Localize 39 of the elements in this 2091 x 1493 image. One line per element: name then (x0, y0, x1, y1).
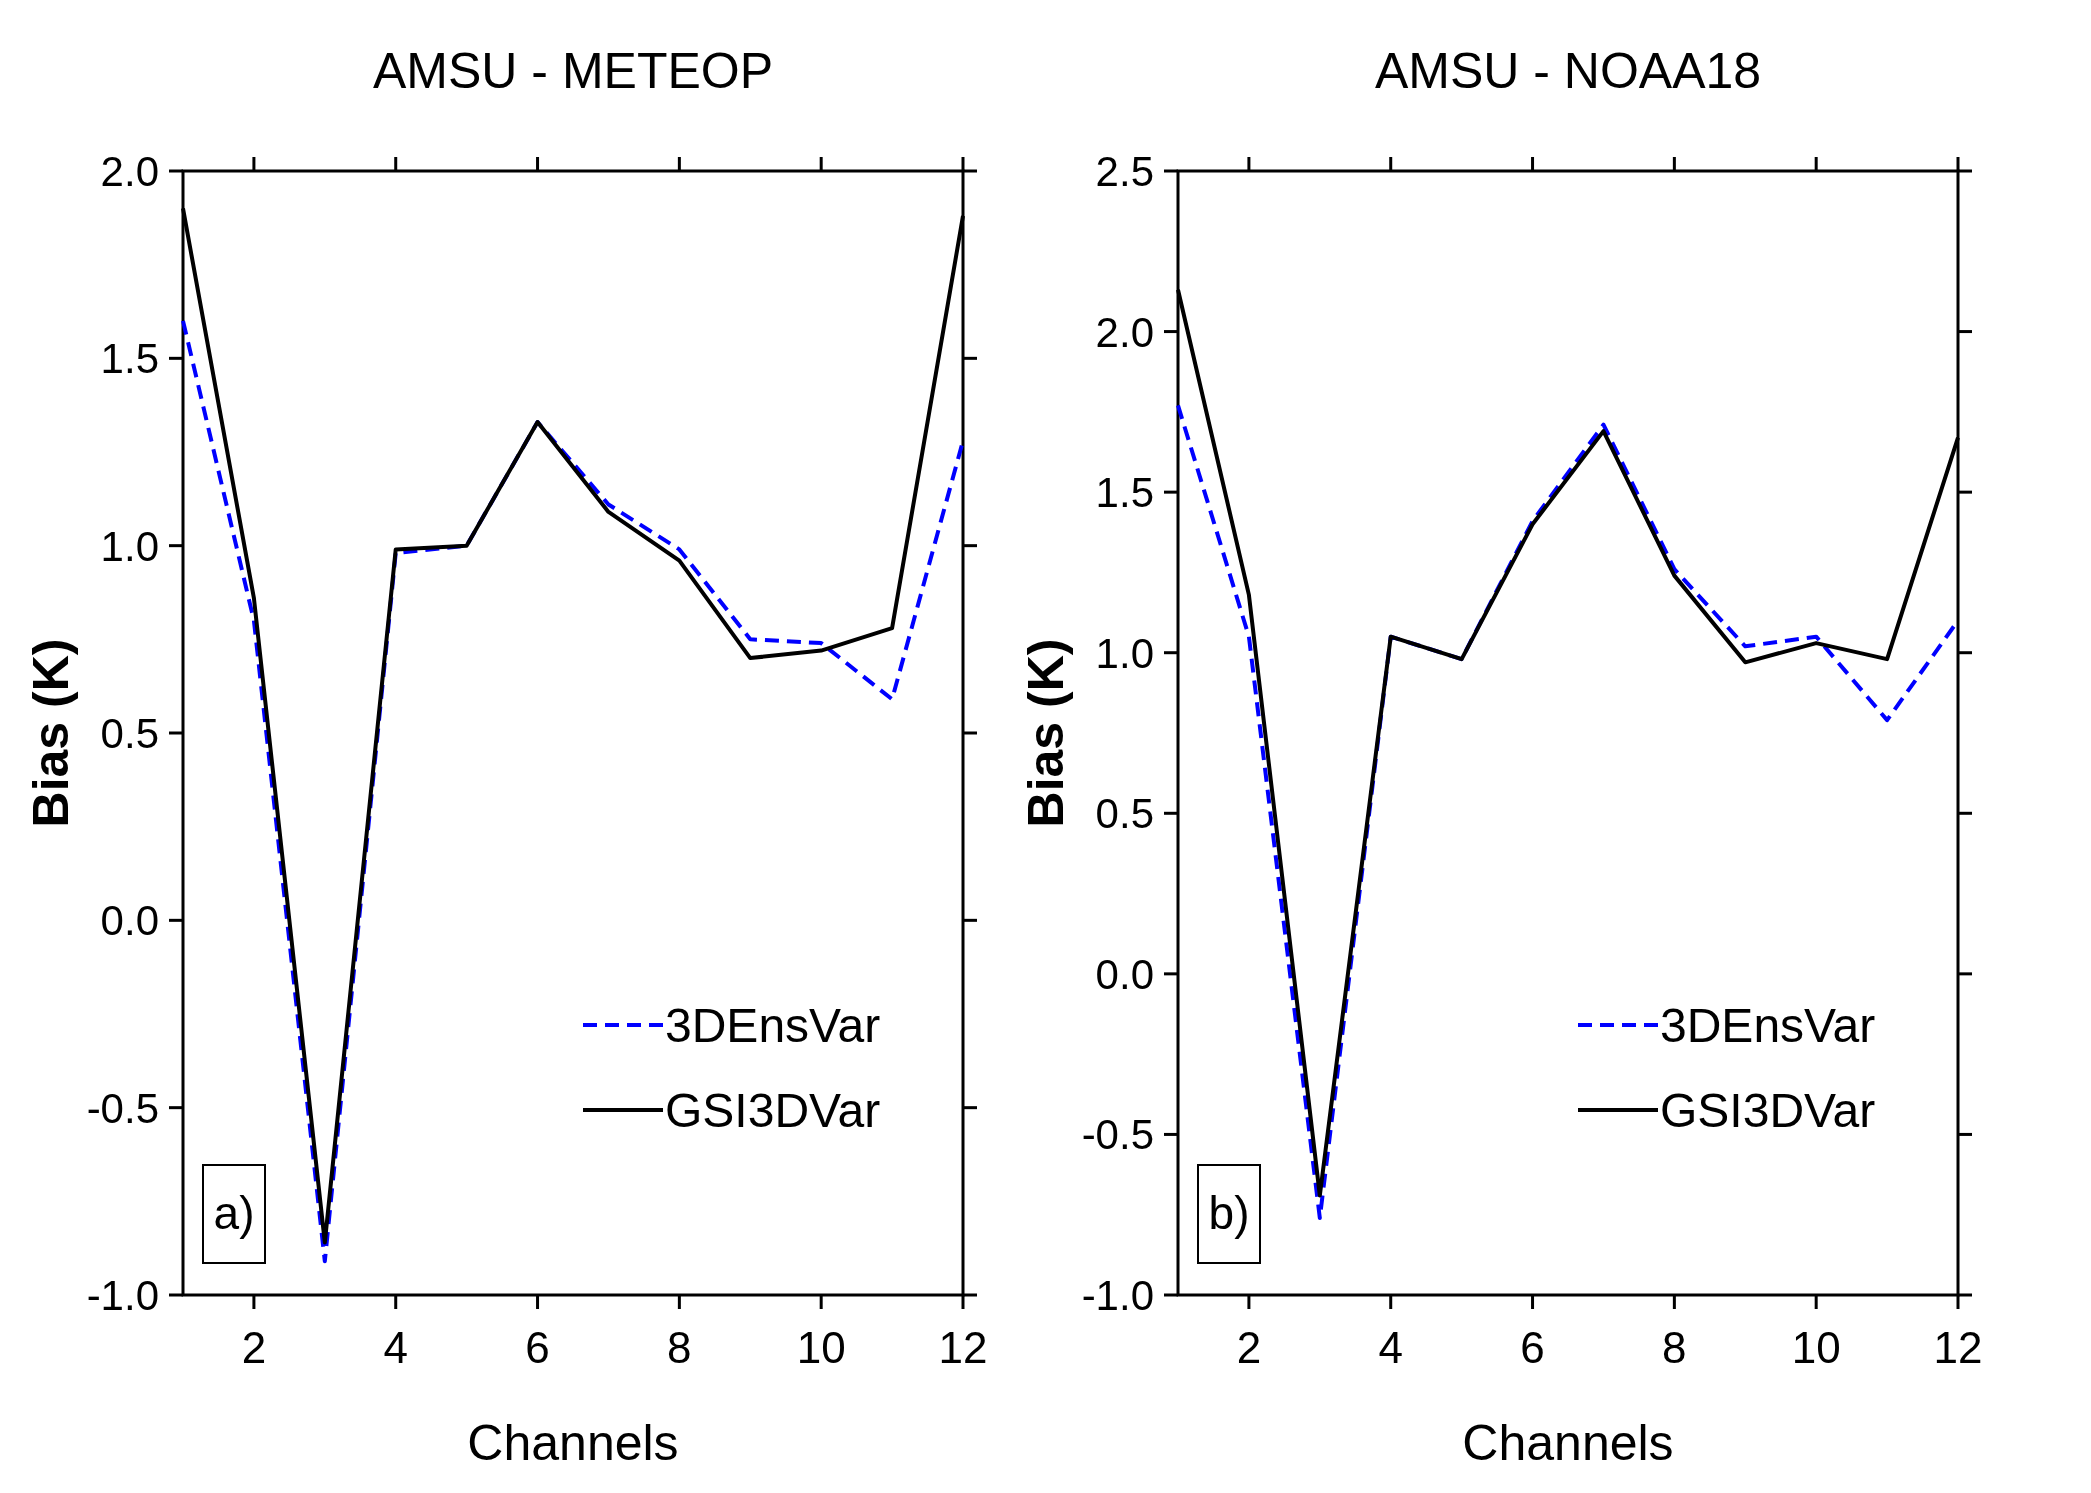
legend-label: 3DEnsVar (1660, 999, 1876, 1052)
chart-title: AMSU - METEOP (372, 43, 774, 99)
y-tick-label: 1.0 (1095, 629, 1154, 677)
y-tick-label: 2.5 (1095, 148, 1154, 195)
x-tick-label: 10 (1791, 1323, 1841, 1372)
x-tick-label: 6 (525, 1323, 550, 1372)
y-tick-label: -0.5 (86, 1084, 159, 1132)
x-tick-label: 10 (796, 1323, 846, 1372)
y-axis-title: Bias (K) (1018, 638, 1074, 828)
annotation: b) (1208, 1187, 1250, 1239)
x-tick-label: 2 (241, 1323, 267, 1372)
x-tick-label: 8 (1662, 1323, 1687, 1372)
legend-label: GSI3DVar (665, 1084, 881, 1137)
annotation: a) (213, 1187, 255, 1239)
x-tick-label: 4 (1378, 1323, 1403, 1372)
legend-label: 3DEnsVar (665, 999, 881, 1052)
x-axis-title: Channels (1462, 1415, 1674, 1471)
x-tick-label: 4 (383, 1323, 408, 1372)
x-tick-label: 12 (1933, 1323, 1983, 1372)
y-tick-label: 1.0 (100, 522, 159, 570)
chart-title: AMSU - NOAA18 (1374, 43, 1762, 99)
y-tick-label: 1.5 (100, 335, 159, 383)
x-tick-label: 6 (1520, 1323, 1545, 1372)
y-axis-title: Bias (K) (23, 638, 79, 828)
x-tick-label: 2 (1236, 1323, 1262, 1372)
x-tick-label: 12 (938, 1323, 988, 1372)
y-tick-label: 2.0 (1095, 308, 1154, 356)
y-tick-label: 0.5 (1095, 790, 1154, 838)
legend-label: GSI3DVar (1660, 1084, 1876, 1137)
y-tick-label: -1.0 (86, 1272, 159, 1319)
y-tick-label: -0.5 (1081, 1111, 1154, 1159)
y-tick-label: 2.0 (100, 148, 159, 195)
y-tick-label: 0.5 (100, 710, 159, 757)
y-tick-label: 0.0 (1095, 950, 1154, 998)
y-tick-label: 1.5 (1095, 469, 1154, 517)
y-tick-label: 0.0 (100, 897, 159, 945)
y-tick-label: -1.0 (1081, 1272, 1154, 1319)
x-tick-label: 8 (667, 1323, 692, 1372)
x-axis-title: Channels (467, 1415, 679, 1471)
